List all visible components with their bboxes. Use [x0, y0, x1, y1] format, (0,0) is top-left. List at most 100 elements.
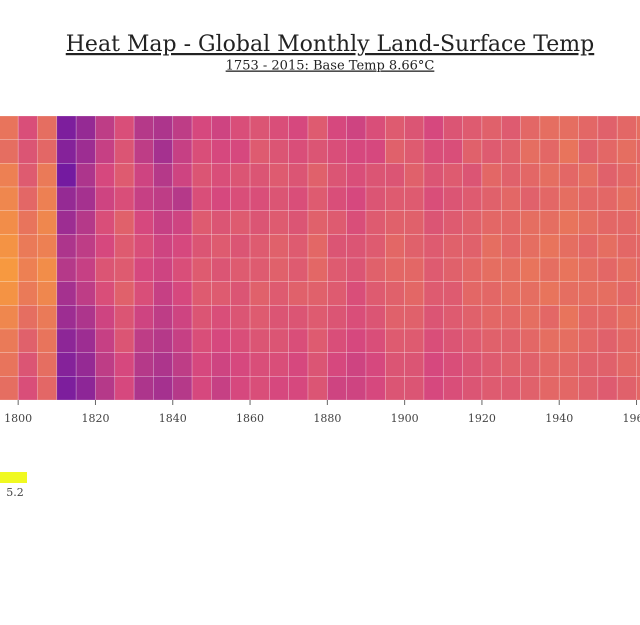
heat-cell	[172, 186, 193, 211]
heat-cell	[0, 376, 19, 401]
heat-cell	[75, 352, 96, 377]
heat-cell	[249, 352, 270, 377]
heat-cell	[636, 115, 640, 140]
heat-cell	[442, 328, 463, 353]
heat-cell	[616, 163, 637, 188]
heat-cell	[636, 281, 640, 306]
heat-cell	[288, 234, 309, 259]
heat-cell	[230, 352, 251, 377]
heat-cell	[75, 234, 96, 259]
heat-cell	[133, 115, 154, 140]
heat-cell	[75, 328, 96, 353]
heat-cell	[153, 352, 174, 377]
heat-cell	[558, 376, 579, 401]
heat-cell	[616, 328, 637, 353]
heat-cell	[423, 305, 444, 330]
heat-cell	[230, 328, 251, 353]
heat-cell	[481, 234, 502, 259]
heat-cell	[211, 139, 232, 164]
heat-cell	[133, 257, 154, 282]
heat-cell	[133, 305, 154, 330]
heat-cell	[211, 352, 232, 377]
heat-cell	[442, 305, 463, 330]
heat-cell	[616, 305, 637, 330]
heat-cell	[191, 234, 212, 259]
heat-cell	[153, 139, 174, 164]
heat-cell	[211, 281, 232, 306]
heat-cell	[385, 234, 405, 259]
heat-cell	[153, 115, 174, 140]
heat-cell	[365, 210, 386, 235]
heat-cell	[442, 234, 463, 259]
heat-cell	[442, 352, 463, 377]
heat-cell	[133, 328, 154, 353]
heat-cell	[75, 257, 96, 282]
heat-cell	[539, 115, 560, 140]
heat-cell	[500, 352, 521, 377]
heatmap-cells	[0, 115, 640, 401]
heat-cell	[191, 163, 212, 188]
heat-cell	[0, 328, 19, 353]
heat-cell	[385, 210, 405, 235]
heat-cell	[462, 328, 483, 353]
heat-cell	[191, 352, 212, 377]
heat-cell	[578, 257, 599, 282]
heat-cell	[191, 115, 212, 140]
heat-cell	[133, 210, 154, 235]
heat-cell	[462, 115, 483, 140]
heat-cell	[462, 186, 483, 211]
heat-cell	[17, 115, 38, 140]
heat-cell	[153, 257, 174, 282]
heat-cell	[520, 352, 541, 377]
heat-cell	[462, 163, 483, 188]
heat-cell	[133, 139, 154, 164]
heat-cell	[0, 234, 19, 259]
heat-cell	[37, 234, 58, 259]
heat-cell	[597, 234, 618, 259]
heat-cell	[500, 305, 521, 330]
heat-cell	[365, 186, 386, 211]
heat-cell	[230, 257, 251, 282]
heat-cell	[558, 281, 579, 306]
heat-cell	[636, 352, 640, 377]
heat-cell	[365, 234, 386, 259]
heat-cell	[288, 257, 309, 282]
heat-cell	[95, 234, 116, 259]
heat-cell	[288, 376, 309, 401]
heat-cell	[269, 210, 289, 235]
heat-cell	[211, 234, 232, 259]
heat-cell	[327, 328, 347, 353]
heat-cell	[558, 210, 579, 235]
heat-cell	[288, 115, 309, 140]
heat-cell	[56, 186, 77, 211]
heat-cell	[462, 281, 483, 306]
heat-cell	[520, 234, 541, 259]
heat-cell	[500, 234, 521, 259]
heat-cell	[365, 115, 386, 140]
heat-cell	[385, 352, 405, 377]
heat-cell	[269, 281, 289, 306]
heat-cell	[365, 139, 386, 164]
heat-cell	[230, 234, 251, 259]
heat-cell	[404, 281, 425, 306]
heat-cell	[230, 305, 251, 330]
heat-cell	[346, 234, 367, 259]
heat-cell	[442, 281, 463, 306]
heat-cell	[75, 115, 96, 140]
heat-cell	[346, 376, 367, 401]
chart-subtitle: 1753 - 2015: Base Temp 8.66°C	[226, 59, 435, 74]
heat-cell	[153, 376, 174, 401]
heat-cell	[327, 281, 347, 306]
x-tick-label: 1900	[391, 412, 419, 425]
heat-cell	[307, 281, 328, 306]
heat-cell	[307, 186, 328, 211]
heat-cell	[95, 305, 116, 330]
heat-cell	[520, 376, 541, 401]
heat-cell	[481, 163, 502, 188]
heat-cell	[0, 305, 19, 330]
heat-cell	[385, 163, 405, 188]
heat-cell	[37, 281, 58, 306]
heat-cell	[269, 163, 289, 188]
heat-cell	[56, 115, 77, 140]
heat-cell	[133, 234, 154, 259]
